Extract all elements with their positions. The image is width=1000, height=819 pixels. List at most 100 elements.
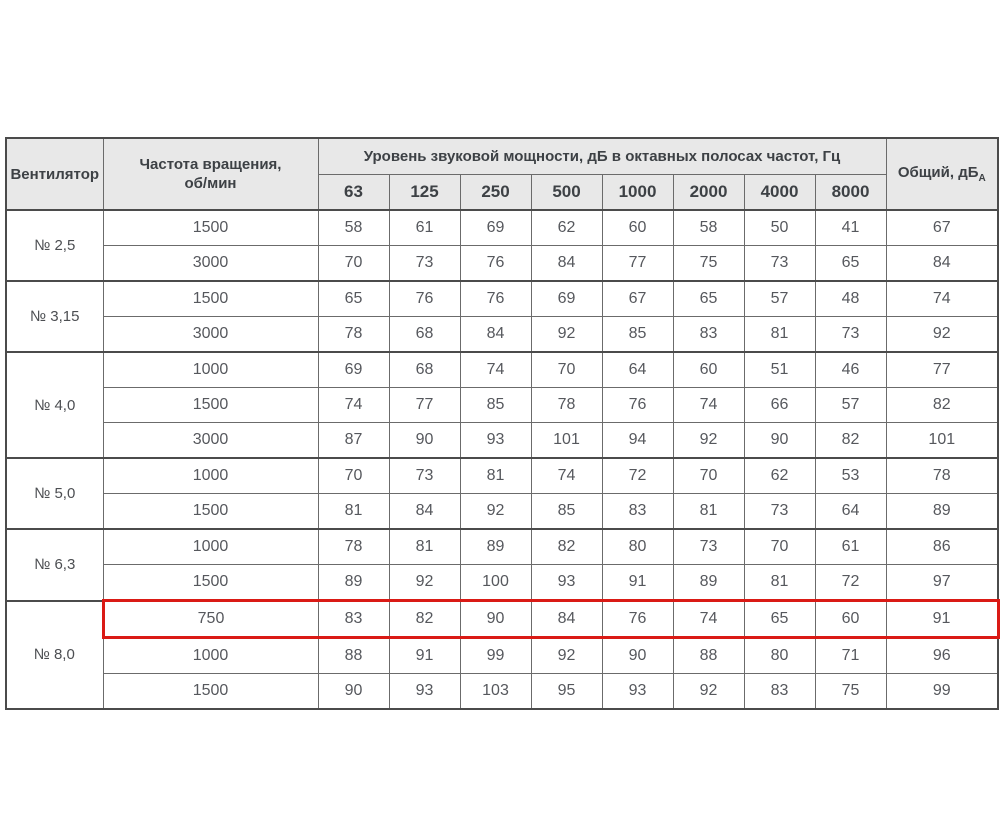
rpm-cell: 3000 (102, 422, 319, 459)
header-total: Общий, дБА (885, 137, 999, 211)
total-cell: 89 (885, 493, 999, 530)
value-cell: 84 (530, 245, 603, 282)
value-cell: 93 (601, 673, 674, 710)
value-cell: 73 (672, 528, 745, 565)
rpm-cell: 750 (101, 599, 319, 638)
value-cell: 85 (530, 493, 603, 530)
value-cell: 88 (672, 636, 745, 674)
fan-cell: № 6,3 (5, 528, 104, 601)
table-row: № 6,3 1000 78 81 89 82 80 73 70 61 86 (5, 528, 999, 601)
value-cell: 83 (672, 316, 745, 353)
value-cell: 74 (672, 599, 745, 638)
value-cell: 61 (388, 209, 461, 246)
rpm-cell: 1000 (102, 457, 319, 494)
total-cell: 86 (885, 528, 999, 565)
value-cell: 71 (814, 636, 887, 674)
value-cell: 60 (601, 209, 674, 246)
value-cell: 103 (459, 673, 532, 710)
value-cell: 89 (672, 564, 745, 601)
total-cell: 97 (885, 564, 999, 601)
header-frequency-4000: 4000 (743, 173, 816, 211)
header-frequency-8000: 8000 (814, 173, 887, 211)
value-cell: 62 (743, 457, 816, 494)
value-cell: 76 (601, 599, 674, 638)
value-cell: 76 (459, 280, 532, 317)
value-cell: 70 (317, 457, 390, 494)
table-body: № 2,5 1500 58 61 69 62 60 58 50 41 67 3000 70 73 76 84 7… (5, 209, 1000, 710)
rpm-cell: 1500 (102, 280, 319, 317)
header-row-top: Вентилятор Частота вращения, об/мин Уров… (5, 137, 999, 211)
value-cell: 76 (459, 245, 532, 282)
rpm-cell: 3000 (102, 245, 319, 282)
header-frequency-125: 125 (388, 173, 461, 211)
rpm-cell: 1500 (102, 673, 319, 710)
value-cell: 84 (459, 316, 532, 353)
value-cell: 70 (530, 351, 603, 388)
value-cell: 93 (388, 673, 461, 710)
value-cell: 89 (459, 528, 532, 565)
rpm-cell: 1000 (102, 351, 319, 388)
value-cell: 82 (814, 422, 887, 459)
total-cell: 67 (885, 209, 999, 246)
fan-cell: № 5,0 (5, 457, 104, 530)
value-cell: 92 (530, 316, 603, 353)
value-cell: 81 (459, 457, 532, 494)
value-cell: 53 (814, 457, 887, 494)
value-cell: 75 (672, 245, 745, 282)
highlighted-row: № 8,0 750 83 82 90 84 76 74 65 60 91 (5, 599, 1000, 710)
table-row: 1500 89 92 100 93 91 89 81 72 97 (6, 564, 999, 601)
table-row: 3000 87 90 93 101 94 92 90 82 101 (6, 422, 999, 459)
value-cell: 80 (601, 528, 674, 565)
value-cell: 60 (672, 351, 745, 388)
total-cell: 96 (885, 636, 999, 674)
header-frequency-2000: 2000 (672, 173, 745, 211)
rpm-cell: 1000 (102, 528, 319, 565)
table-row: № 4,0 1000 69 68 74 70 64 60 51 46 77 (5, 351, 999, 459)
value-cell: 68 (388, 351, 461, 388)
value-cell: 46 (814, 351, 887, 388)
value-cell: 75 (814, 673, 887, 710)
value-cell: 82 (530, 528, 603, 565)
value-cell: 80 (743, 636, 816, 674)
header-frequency-1000: 1000 (601, 173, 674, 211)
value-cell: 58 (317, 209, 390, 246)
value-cell: 95 (530, 673, 603, 710)
total-cell: 92 (885, 316, 999, 353)
table-row: 1500 90 93 103 95 93 92 83 75 99 (6, 673, 999, 710)
value-cell: 85 (601, 316, 674, 353)
value-cell: 73 (388, 245, 461, 282)
value-cell: 69 (317, 351, 390, 388)
value-cell: 90 (743, 422, 816, 459)
value-cell: 77 (601, 245, 674, 282)
value-cell: 41 (814, 209, 887, 246)
value-cell: 60 (814, 599, 887, 638)
value-cell: 81 (317, 493, 390, 530)
value-cell: 68 (388, 316, 461, 353)
value-cell: 73 (743, 493, 816, 530)
value-cell: 74 (317, 387, 390, 423)
table-header: Вентилятор Частота вращения, об/мин Уров… (5, 137, 999, 211)
value-cell: 62 (530, 209, 603, 246)
value-cell: 76 (601, 387, 674, 423)
value-cell: 99 (459, 636, 532, 674)
header-rpm: Частота вращения, об/мин (102, 137, 319, 211)
header-frequency-500: 500 (530, 173, 603, 211)
value-cell: 90 (459, 599, 532, 638)
value-cell: 72 (814, 564, 887, 601)
value-cell: 87 (317, 422, 390, 459)
value-cell: 81 (743, 316, 816, 353)
value-cell: 57 (814, 387, 887, 423)
value-cell: 84 (388, 493, 461, 530)
fan-cell: № 2,5 (5, 209, 104, 282)
value-cell: 64 (601, 351, 674, 388)
table-row: 3000 78 68 84 92 85 83 81 73 92 (6, 316, 999, 353)
total-cell: 101 (885, 422, 999, 459)
value-cell: 70 (743, 528, 816, 565)
header-frequency-250: 250 (459, 173, 532, 211)
value-cell: 90 (388, 422, 461, 459)
total-cell: 78 (885, 457, 999, 494)
table-row: 1000 88 91 99 92 90 88 80 71 96 (6, 636, 999, 674)
value-cell: 89 (317, 564, 390, 601)
value-cell: 100 (459, 564, 532, 601)
